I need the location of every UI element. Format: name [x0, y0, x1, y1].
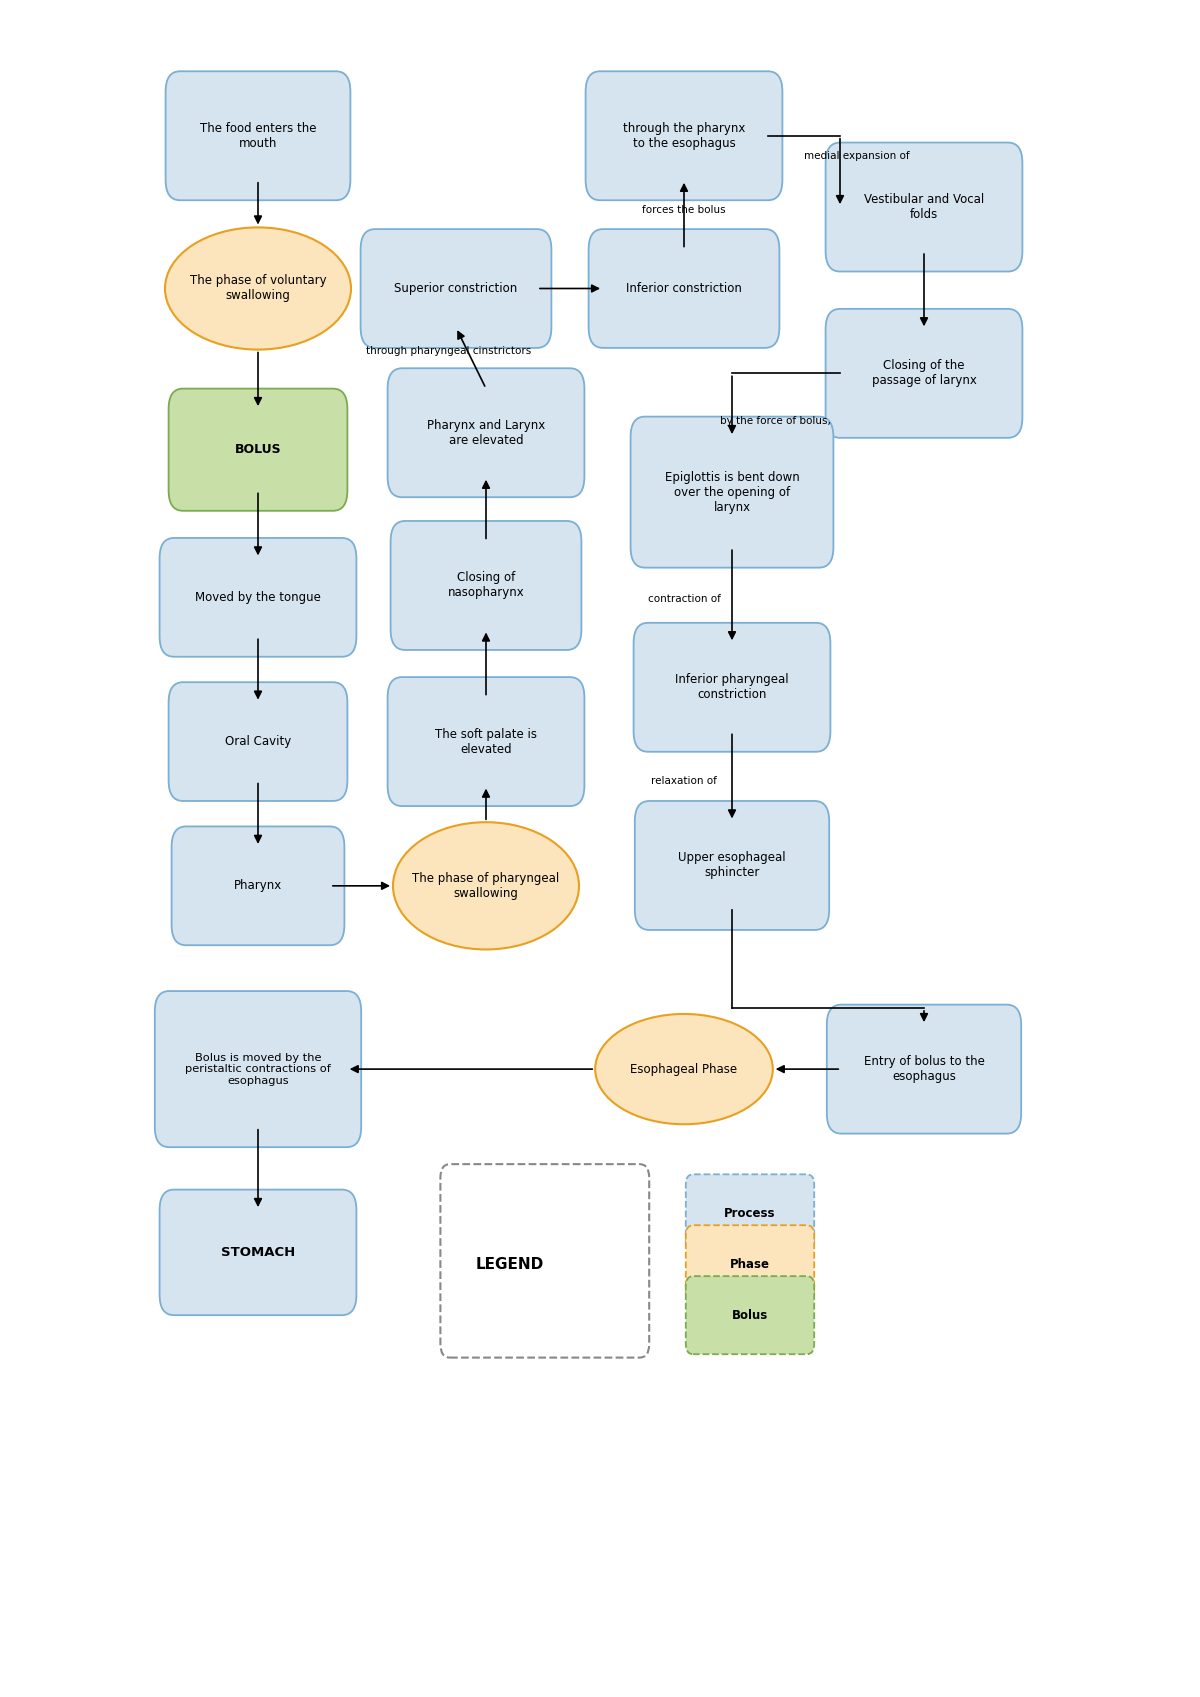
Text: The food enters the
mouth: The food enters the mouth [199, 122, 317, 149]
Text: The phase of voluntary
swallowing: The phase of voluntary swallowing [190, 275, 326, 302]
FancyBboxPatch shape [160, 538, 356, 657]
FancyBboxPatch shape [440, 1164, 649, 1358]
FancyBboxPatch shape [635, 801, 829, 930]
Text: Bolus is moved by the
peristaltic contractions of
esophagus: Bolus is moved by the peristaltic contra… [185, 1052, 331, 1086]
FancyBboxPatch shape [586, 71, 782, 200]
FancyBboxPatch shape [634, 623, 830, 752]
Text: through the pharynx
to the esophagus: through the pharynx to the esophagus [623, 122, 745, 149]
FancyBboxPatch shape [588, 229, 780, 348]
Text: Pharynx: Pharynx [234, 879, 282, 893]
Text: Upper esophageal
sphincter: Upper esophageal sphincter [678, 852, 786, 879]
Text: STOMACH: STOMACH [221, 1246, 295, 1259]
Text: LEGEND: LEGEND [476, 1257, 544, 1271]
FancyBboxPatch shape [826, 143, 1022, 272]
Text: Vestibular and Vocal
folds: Vestibular and Vocal folds [864, 193, 984, 221]
FancyBboxPatch shape [826, 309, 1022, 438]
Text: Oral Cavity: Oral Cavity [224, 735, 292, 748]
FancyBboxPatch shape [166, 71, 350, 200]
FancyBboxPatch shape [168, 389, 348, 511]
Text: Pharynx and Larynx
are elevated: Pharynx and Larynx are elevated [427, 419, 545, 446]
Text: contraction of: contraction of [648, 594, 720, 604]
Text: The soft palate is
elevated: The soft palate is elevated [436, 728, 538, 755]
Text: Epiglottis is bent down
over the opening of
larynx: Epiglottis is bent down over the opening… [665, 470, 799, 514]
Text: Inferior pharyngeal
constriction: Inferior pharyngeal constriction [676, 674, 788, 701]
Text: medial expansion of: medial expansion of [804, 151, 910, 161]
Text: Phase: Phase [730, 1257, 770, 1271]
Text: Entry of bolus to the
esophagus: Entry of bolus to the esophagus [864, 1056, 984, 1083]
FancyBboxPatch shape [686, 1174, 815, 1252]
Text: relaxation of: relaxation of [652, 776, 716, 786]
Text: forces the bolus: forces the bolus [642, 205, 726, 216]
FancyBboxPatch shape [360, 229, 552, 348]
Ellipse shape [166, 227, 352, 350]
Text: Inferior constriction: Inferior constriction [626, 282, 742, 295]
FancyBboxPatch shape [168, 682, 348, 801]
FancyBboxPatch shape [686, 1276, 815, 1354]
Text: Esophageal Phase: Esophageal Phase [630, 1062, 738, 1076]
Text: BOLUS: BOLUS [235, 443, 281, 456]
Text: Closing of the
passage of larynx: Closing of the passage of larynx [871, 360, 977, 387]
Text: through pharyngeal cinstrictors: through pharyngeal cinstrictors [366, 346, 532, 356]
Text: Bolus: Bolus [732, 1308, 768, 1322]
Text: Moved by the tongue: Moved by the tongue [196, 591, 320, 604]
FancyBboxPatch shape [155, 991, 361, 1147]
FancyBboxPatch shape [172, 826, 344, 945]
Ellipse shape [595, 1013, 773, 1125]
Text: Closing of
nasopharynx: Closing of nasopharynx [448, 572, 524, 599]
FancyBboxPatch shape [631, 417, 833, 567]
FancyBboxPatch shape [160, 1190, 356, 1315]
Text: by the force of bolus,: by the force of bolus, [720, 416, 830, 426]
FancyBboxPatch shape [391, 521, 582, 650]
FancyBboxPatch shape [686, 1225, 815, 1303]
Text: The phase of pharyngeal
swallowing: The phase of pharyngeal swallowing [413, 872, 559, 899]
Text: Superior constriction: Superior constriction [395, 282, 517, 295]
Text: Process: Process [725, 1207, 775, 1220]
Ellipse shape [394, 823, 580, 950]
FancyBboxPatch shape [827, 1005, 1021, 1134]
FancyBboxPatch shape [388, 677, 584, 806]
FancyBboxPatch shape [388, 368, 584, 497]
